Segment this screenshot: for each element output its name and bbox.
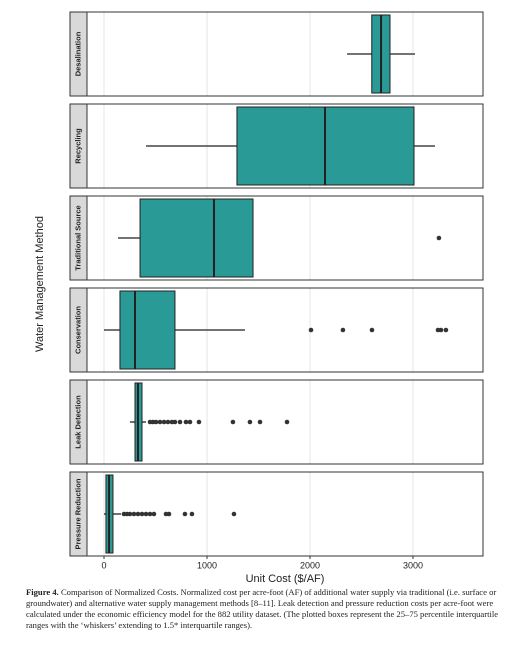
strip-label: Recycling [73,128,82,164]
box [139,198,254,278]
outlier [151,511,157,517]
outlier [187,419,193,425]
strip [69,471,88,557]
strip [69,11,88,97]
x-tick-label: 0 [101,560,106,570]
strip [69,287,88,373]
outlier [340,327,346,333]
outlier [165,419,171,425]
outlier [139,511,145,517]
strip [69,103,88,189]
strip-label: Desalination [73,31,82,76]
outlier [443,327,449,333]
outlier [230,419,236,425]
outlier [183,419,189,425]
outlier [308,327,314,333]
outlier [438,327,444,333]
outlier [436,235,442,241]
outlier [127,511,133,517]
caption-label: Figure 4. [26,587,59,597]
x-axis-title: Unit Cost ($/AF) [246,573,325,585]
box [119,290,176,370]
outlier [369,327,375,333]
strip [69,379,88,465]
outlier [284,419,290,425]
strip-label: Traditional Source [73,205,82,270]
outlier [189,511,195,517]
outlier [131,511,137,517]
outlier [135,511,141,517]
x-tick-label: 1000 [197,560,217,570]
outlier [231,511,237,517]
outlier [247,419,253,425]
strip-label: Pressure Reduction [73,478,82,549]
chart: Water Management Method Unit Cost ($/AF)… [34,11,484,585]
outlier [157,419,163,425]
x-tick-label: 2000 [300,560,320,570]
y-axis-title: Water Management Method [34,216,46,352]
outlier [257,419,263,425]
strip-label: Leak Detection [73,395,82,449]
outlier [147,511,153,517]
caption: Figure 4. Comparison of Normalized Costs… [26,587,504,631]
caption-text: Comparison of Normalized Costs. Normaliz… [26,587,499,630]
outlier [143,511,149,517]
outlier [161,419,167,425]
outlier [196,419,202,425]
panel [87,12,483,96]
outlier [177,419,183,425]
outlier [153,419,159,425]
x-tick-label: 3000 [403,560,423,570]
outlier [172,419,178,425]
strip [69,195,88,281]
strip-label: Conservation [73,306,82,354]
outlier [166,511,172,517]
outlier [182,511,188,517]
